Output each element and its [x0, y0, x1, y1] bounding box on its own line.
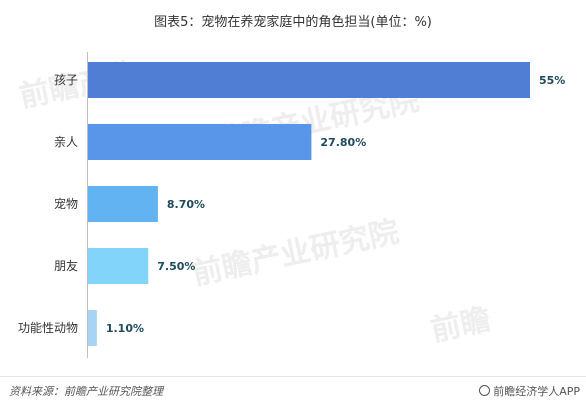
footer: 资料来源：前瞻产业研究院整理 前瞻经济学人APP [0, 376, 586, 411]
category-label: 朋友 [54, 259, 78, 273]
category-label: 功能性动物 [18, 321, 78, 335]
value-label: 8.70% [167, 198, 205, 211]
bar [88, 186, 158, 222]
brand-label: 前瞻经济学人APP [479, 383, 580, 399]
brand-text: 前瞻经济学人APP [493, 385, 580, 398]
value-label: 27.80% [320, 136, 366, 149]
bar [88, 124, 312, 160]
value-label: 1.10% [106, 322, 144, 335]
bar-chart: 孩子 55% 亲人 27.80% 宠物 8.70% 朋友 7.50% 功能性动物 1.10% [18, 52, 565, 358]
bars-layer: 孩子 55% 亲人 27.80% 宠物 8.70% 朋友 7.50% 功能性动物 1.10% [18, 62, 565, 346]
value-label: 7.50% [157, 260, 195, 273]
bar [88, 62, 530, 98]
source-text: 资料来源：前瞻产业研究院整理 [9, 385, 163, 398]
value-label: 55% [539, 74, 565, 87]
bar [88, 310, 97, 346]
bar [88, 248, 149, 284]
brand-icon [479, 385, 491, 396]
category-label: 孩子 [54, 73, 78, 87]
category-label: 亲人 [54, 135, 78, 149]
chart-title: 图表5：宠物在养宠家庭中的角色担当(单位：%) [154, 15, 432, 30]
category-label: 宠物 [54, 196, 78, 211]
